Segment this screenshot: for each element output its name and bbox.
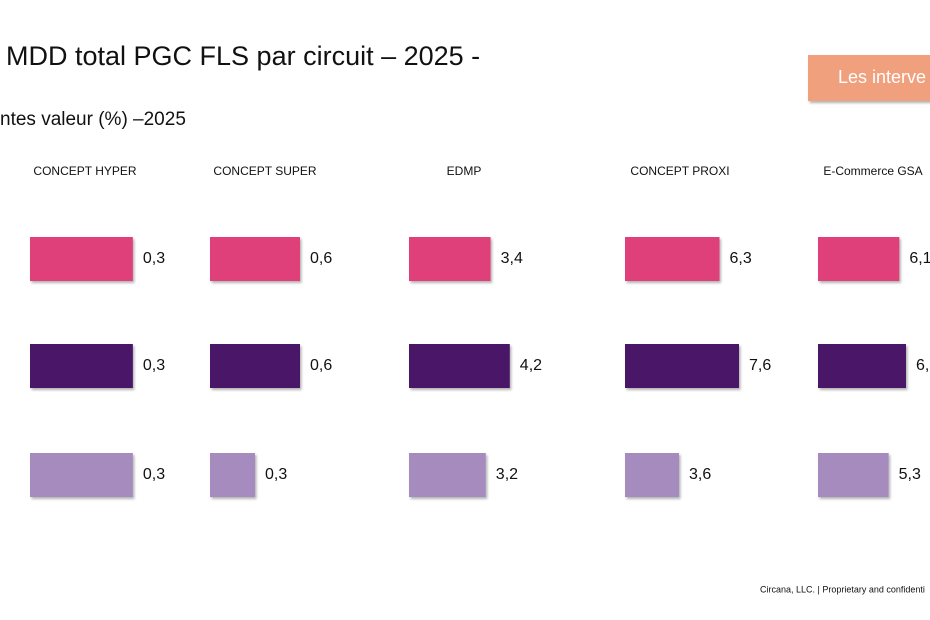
value-label: 5,3	[899, 466, 921, 483]
bar	[409, 237, 491, 281]
bar	[409, 453, 486, 497]
bar	[625, 344, 739, 388]
value-label: 0,3	[143, 357, 165, 374]
panel-title: EDMP	[447, 164, 482, 178]
panel-title: E-Commerce GSA	[823, 164, 922, 178]
value-label: 0,3	[143, 250, 165, 267]
bar	[625, 453, 679, 497]
panel-title: CONCEPT SUPER	[213, 164, 316, 178]
value-label: 0,3	[265, 466, 287, 483]
value-label: 0,6	[310, 357, 332, 374]
bar	[818, 453, 889, 497]
bar	[210, 453, 255, 497]
bar	[409, 344, 510, 388]
value-label: 3,2	[496, 466, 518, 483]
value-label: 6,6	[916, 357, 930, 374]
value-label: 3,4	[501, 250, 523, 267]
button-label[interactable]: Les interve	[838, 67, 926, 87]
value-label: 0,3	[143, 466, 165, 483]
bar	[30, 453, 133, 497]
slide-title: MDD total PGC FLS par circuit – 2025 -	[6, 41, 480, 71]
value-label: 7,6	[749, 357, 771, 374]
bar	[210, 344, 300, 388]
subtitle: ntes valeur (%) –2025	[0, 109, 186, 130]
value-label: 6,1	[909, 250, 930, 267]
panel-title: CONCEPT HYPER	[33, 164, 136, 178]
bar	[210, 237, 300, 281]
nav-button[interactable]: Les interve	[808, 55, 930, 101]
button-bg[interactable]	[808, 55, 930, 101]
bar	[30, 237, 133, 281]
value-label: 6,3	[730, 250, 752, 267]
bar	[30, 344, 133, 388]
footer: Circana, LLC. | Proprietary and confiden…	[760, 584, 925, 594]
bar	[818, 237, 900, 281]
value-label: 0,6	[310, 250, 332, 267]
bar	[818, 344, 906, 388]
panel-title: CONCEPT PROXI	[630, 164, 729, 178]
bar	[625, 237, 720, 281]
value-label: 3,6	[689, 466, 711, 483]
value-label: 4,2	[520, 357, 542, 374]
